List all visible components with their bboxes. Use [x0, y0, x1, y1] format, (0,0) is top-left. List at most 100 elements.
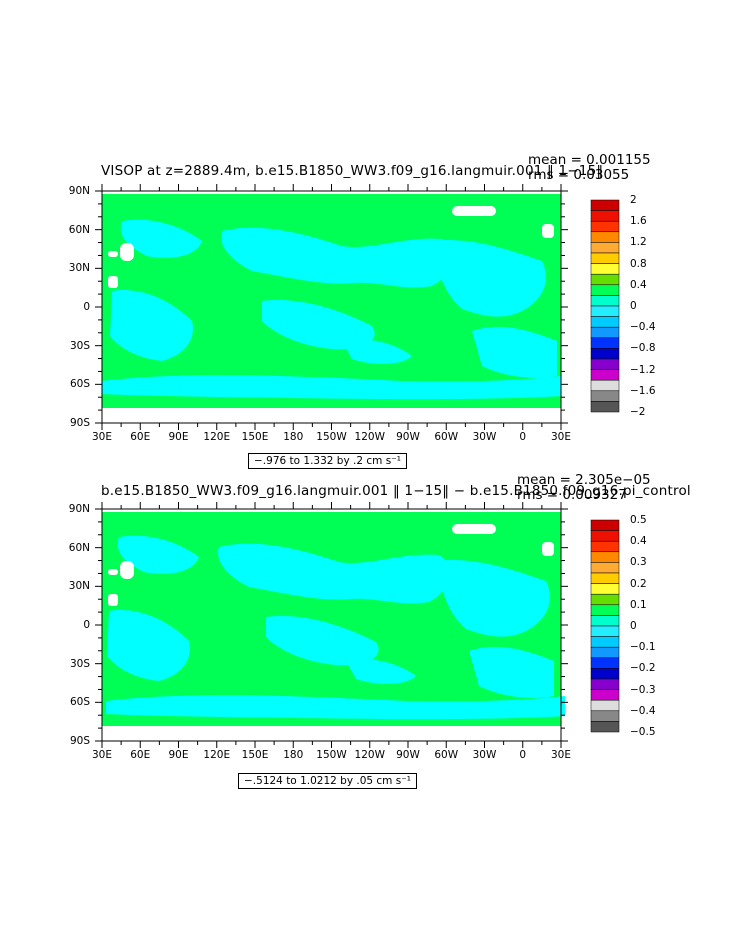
lat-tick-label: 90N	[68, 185, 90, 197]
lon-tick-label: 120W	[354, 431, 385, 443]
colorbar-swatch	[590, 615, 620, 627]
colorbar-swatch	[590, 369, 620, 381]
colorbar-swatch	[590, 263, 620, 275]
lon-tick-label: 150W	[316, 749, 347, 761]
panel-title: b.e15.B1850_WW3.f09_g16.langmuir.001 ‖ 1…	[101, 483, 691, 499]
colorbar-tick-label: −1.6	[630, 384, 656, 397]
colorbar-tick-label: 0.4	[630, 535, 647, 548]
colorbar-tick-label: 1.6	[630, 215, 647, 228]
colorbar-swatch	[590, 551, 620, 563]
lon-tick-label: 30W	[472, 749, 497, 761]
colorbar-tick-label: −0.5	[630, 726, 656, 738]
lon-tick-label: 90W	[396, 749, 420, 761]
negative-anomaly-region	[221, 227, 453, 288]
colorbar-tick-label: −0.4	[630, 704, 656, 717]
land-mask	[108, 276, 118, 288]
colorbar-tick-label: 0	[630, 300, 637, 312]
colorbar-tick-label: 0.2	[630, 577, 647, 590]
colorbar-tick-label: −1.2	[630, 363, 656, 376]
lon-tick-label: 150E	[241, 431, 269, 443]
colorbar-tick-label: −0.8	[630, 342, 656, 355]
map-plot	[95, 184, 568, 430]
lon-tick-label: 0	[519, 431, 527, 443]
colorbar-swatch	[590, 390, 620, 402]
negative-anomaly-region	[472, 326, 557, 378]
colorbar-swatch	[590, 646, 620, 659]
lon-tick-label: 180	[283, 431, 304, 443]
lat-tick-label: 90S	[69, 417, 90, 429]
negative-anomaly-region	[106, 695, 565, 720]
colorbar-swatch	[590, 721, 620, 733]
lon-tick-label: 30E	[551, 431, 571, 443]
lat-tick-label: 30N	[68, 262, 90, 275]
colorbar-swatch	[590, 689, 620, 701]
negative-anomaly-region	[266, 616, 379, 666]
contour-range-label: −.5124 to 1.0212 by .05 cm s⁻¹	[238, 773, 417, 789]
lat-tick-label: 60S	[69, 696, 90, 709]
colorbar-swatch	[590, 273, 620, 286]
land-mask	[542, 224, 554, 238]
negative-anomaly-region	[218, 543, 450, 604]
negative-anomaly-region	[117, 535, 199, 574]
colorbar-swatch	[590, 316, 620, 328]
lon-tick-label: 120W	[354, 749, 385, 761]
colorbar-swatch	[590, 358, 620, 370]
colorbar-swatch	[590, 530, 620, 542]
colorbar-tick-label: 2	[630, 194, 637, 206]
colorbar-swatch	[590, 199, 620, 211]
colorbar-swatch	[590, 401, 620, 413]
lon-tick-label: 60W	[434, 749, 459, 761]
panel-title: VISOP at z=2889.4m, b.e15.B1850_WW3.f09_…	[101, 163, 604, 179]
lat-tick-label: 90N	[68, 503, 90, 515]
colorbar-tick-label: 0	[630, 620, 637, 632]
lon-tick-label: 90E	[168, 431, 189, 443]
land-mask	[108, 569, 118, 575]
colorbar-tick-label: −0.3	[630, 683, 656, 696]
colorbar-tick-label: −2	[630, 406, 646, 418]
colorbar-swatch	[590, 337, 620, 349]
colorbar-tick-label: −0.1	[630, 641, 656, 654]
rms-stat: rms = 0.009327	[517, 487, 627, 503]
lon-tick-label: 60E	[130, 431, 151, 443]
colorbar-swatch	[590, 668, 620, 680]
lat-tick-label: 0	[83, 301, 90, 313]
colorbar-swatch	[590, 593, 620, 606]
colorbar-tick-label: −0.2	[630, 662, 656, 675]
negative-anomaly-region	[107, 610, 190, 681]
colorbar	[590, 519, 620, 733]
lon-tick-label: 150W	[316, 431, 347, 443]
negative-anomaly-region	[262, 300, 375, 350]
lon-tick-label: 150E	[241, 749, 269, 761]
lon-tick-label: 0	[519, 749, 527, 761]
lon-tick-label: 180	[283, 749, 304, 761]
negative-anomaly-region	[346, 659, 416, 684]
colorbar-tick-label: 0.5	[630, 514, 647, 526]
colorbar-swatch	[590, 657, 620, 669]
lon-tick-label: 30E	[92, 749, 112, 761]
rms-stat: rms = 0.03055	[528, 167, 630, 183]
colorbar-tick-label: 0.1	[630, 598, 647, 611]
colorbar-swatch	[590, 379, 620, 392]
lon-tick-label: 30E	[551, 749, 571, 761]
negative-anomaly-region	[432, 240, 546, 317]
lat-tick-label: 0	[83, 619, 90, 631]
lat-tick-label: 30S	[69, 657, 90, 670]
negative-anomaly-region	[342, 339, 412, 364]
lat-tick-label: 30S	[69, 339, 90, 352]
colorbar-swatch	[590, 572, 620, 584]
land-mask	[452, 524, 496, 534]
land-mask	[108, 594, 118, 606]
map-plot	[95, 502, 568, 748]
colorbar-swatch	[590, 625, 620, 637]
colorbar-tick-label: −0.4	[630, 321, 656, 334]
colorbar-swatch	[590, 562, 620, 574]
land-mask	[120, 243, 134, 261]
lon-tick-label: 60W	[434, 431, 459, 443]
colorbar-swatch	[590, 220, 620, 233]
lon-tick-label: 90E	[168, 749, 189, 761]
land-mask	[108, 251, 118, 257]
lon-tick-label: 120E	[203, 749, 231, 761]
colorbar-swatch	[590, 699, 620, 712]
contour-range-label: −.976 to 1.332 by .2 cm s⁻¹	[248, 453, 407, 469]
colorbar-tick-label: 0.4	[630, 278, 647, 291]
